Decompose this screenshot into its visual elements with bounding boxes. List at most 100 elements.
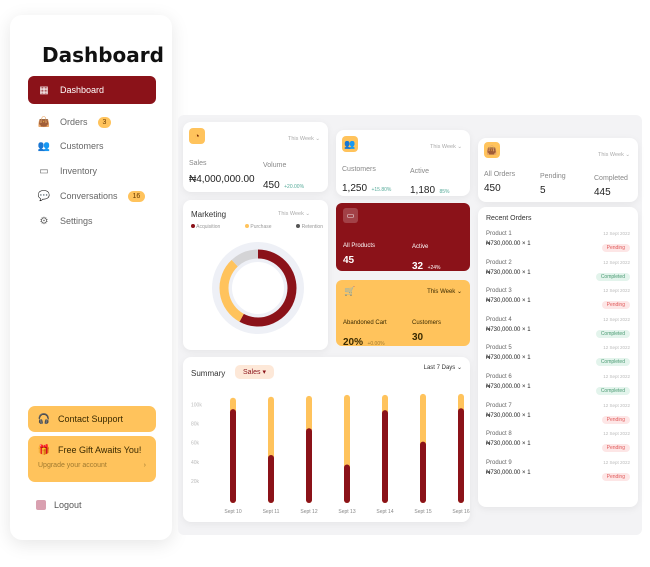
period-select[interactable]: This Week ⌄: [597, 152, 630, 158]
order-row[interactable]: Product 7 ₦730,000.00 × 1 12 Sept 2022 P…: [486, 403, 630, 431]
order-price: ₦730,000.00 × 1: [486, 241, 531, 247]
sidebar-item-conversations[interactable]: 💬 Conversations 16: [28, 182, 156, 210]
order-price: ₦730,000.00 × 1: [486, 269, 531, 276]
order-date: 12 Sept 2022: [603, 231, 630, 236]
y-tick-label: 20k: [191, 479, 200, 485]
range-select[interactable]: Last 7 Days ⌄: [423, 365, 462, 371]
grid-icon: ▦: [39, 84, 49, 96]
sidebar-item-label: Settings: [60, 216, 93, 226]
active-label: Active: [410, 168, 430, 175]
sales-label: Sales: [189, 160, 207, 167]
customers-card: 👥 This Week ⌄ Customers 1,250 +15.80% Ac…: [336, 130, 470, 196]
order-row[interactable]: Product 9 ₦730,000.00 × 1 12 Sept 2022 P…: [486, 460, 630, 488]
active-products-label: Active: [412, 244, 429, 250]
period-select[interactable]: This Week ⌄: [427, 289, 462, 295]
summary-bar-chart: 20k 40k 60k 80k 100k Sept 10 Sept 11 Sept 12 Sep…: [191, 393, 470, 515]
order-date: 12 Sept 2022: [603, 402, 630, 408]
sidebar-item-label: Orders: [60, 117, 88, 127]
recent-orders-title: Recent Orders: [486, 215, 532, 222]
gear-icon: ⚙: [39, 215, 49, 227]
order-row[interactable]: Product 2 ₦730,000.00 × 1 12 Sept 2022 C…: [486, 260, 630, 288]
order-price: ₦730,000.00 × 1: [486, 298, 531, 305]
customers-value: 1,250: [342, 183, 368, 194]
sidebar: Dashboard ▦ Dashboard 👜 Orders 3 👥 Custo…: [10, 15, 172, 540]
y-tick-label: 80k: [191, 422, 200, 428]
order-name: Product 8: [486, 431, 512, 438]
summary-card: Summary Sales ▾ Last 7 Days ⌄ 20k 40k 60k 8…: [183, 357, 470, 522]
folder-icon: ▭: [39, 165, 49, 177]
order-price: ₦730,000.00 × 1: [486, 469, 531, 476]
logout-button[interactable]: Logout: [36, 500, 82, 510]
order-name: Product 7: [486, 402, 512, 409]
legend-item: Retention: [296, 224, 323, 230]
all-orders-value: 450: [484, 183, 501, 194]
pending-value: 5: [540, 185, 546, 196]
order-price: ₦730,000.00 × 1: [486, 441, 531, 448]
sidebar-item-inventory[interactable]: ▭ Inventory: [28, 157, 156, 185]
order-date: 12 Sept 2022: [603, 288, 630, 294]
upgrade-link[interactable]: Upgrade your account: [38, 462, 107, 469]
orders-card: 👜 This Week ⌄ All Orders 450 Pending 5 C…: [478, 138, 638, 202]
abandoned-cart-value: 20%: [343, 337, 364, 348]
x-tick-label: Sept 14: [376, 509, 393, 515]
contact-support-label: Contact Support: [58, 414, 124, 424]
marketing-donut-chart: [212, 242, 304, 334]
order-date: 12 Sept 2022: [603, 259, 630, 265]
legend-item: Purchase: [245, 224, 272, 230]
customers-change: +15.80%: [371, 187, 392, 193]
logout-label: Logout: [54, 500, 82, 510]
gift-icon: 🎁: [37, 444, 51, 456]
status-badge: Completed: [595, 329, 630, 338]
active-value: 1,180: [410, 185, 436, 196]
order-date: 12 Sept 2022: [603, 431, 630, 437]
status-badge: Pending: [601, 244, 630, 252]
x-tick-label: Sept 11: [263, 509, 280, 515]
users-icon: 👥: [342, 136, 358, 152]
sidebar-item-orders[interactable]: 👜 Orders 3: [28, 108, 156, 136]
period-select[interactable]: This Week ⌄: [277, 211, 310, 217]
order-date: 12 Sept 2022: [603, 459, 630, 465]
order-date: 12 Sept 2022: [603, 345, 630, 351]
app-title: Dashboard: [42, 43, 164, 67]
active-products-change: +24%: [427, 265, 441, 271]
order-row[interactable]: Product 3 ₦730,000.00 × 1 12 Sept 2022 P…: [486, 288, 630, 316]
folder-icon: ▭: [343, 208, 358, 223]
status-badge: Pending: [601, 444, 630, 453]
order-price: ₦730,000.00 × 1: [486, 412, 531, 419]
all-products-label: All Products: [343, 243, 376, 249]
cart-icon: 🛒: [344, 286, 356, 296]
order-name: Product 1: [486, 231, 512, 237]
abandoned-cart-card: 🛒 This Week ⌄ Abandoned Cart 20% +0.00% …: [336, 280, 470, 348]
gift-title: Free Gift Awaits You!: [58, 445, 142, 455]
order-name: Product 2: [486, 259, 512, 266]
products-card: ▭ All Products 45 Active 32 +24%: [336, 203, 470, 272]
metric-select[interactable]: Sales ▾: [235, 365, 274, 379]
count-badge: 16: [127, 190, 146, 202]
upgrade-card[interactable]: 🎁 Free Gift Awaits You! Upgrade your acco…: [28, 436, 156, 482]
volume-value: 450: [263, 180, 280, 191]
order-row[interactable]: Product 6 ₦730,000.00 × 1 12 Sept 2022 C…: [486, 374, 630, 402]
sidebar-item-dashboard[interactable]: ▦ Dashboard: [28, 76, 156, 104]
sidebar-item-customers[interactable]: 👥 Customers: [28, 132, 156, 160]
status-badge: Completed: [595, 358, 630, 367]
order-row[interactable]: Product 1 ₦730,000.00 × 1 12 Sept 2022 P…: [486, 231, 630, 259]
y-tick-label: 60k: [191, 441, 200, 447]
sidebar-item-settings[interactable]: ⚙ Settings: [28, 207, 156, 235]
donut-slice-acquisition: [239, 249, 297, 327]
period-select[interactable]: This Week ⌄: [429, 144, 462, 150]
pending-label: Pending: [540, 173, 566, 180]
abandoned-cart-change: +0.00%: [367, 341, 385, 347]
order-row[interactable]: Product 8 ₦730,000.00 × 1 12 Sept 2022 P…: [486, 431, 630, 459]
x-tick-label: Sept 13: [338, 509, 355, 515]
y-tick-label: 40k: [191, 460, 200, 466]
period-select[interactable]: This Week ⌄: [287, 136, 320, 142]
volume-change: +20.00%: [284, 184, 305, 190]
status-badge: Completed: [595, 272, 630, 281]
order-row[interactable]: Product 5 ₦730,000.00 × 1 12 Sept 2022 C…: [486, 345, 630, 373]
logout-icon: [36, 500, 46, 510]
customers-label: Customers: [342, 166, 376, 173]
order-row[interactable]: Product 4 ₦730,000.00 × 1 12 Sept 2022 C…: [486, 317, 630, 345]
bag-icon: 👜: [484, 142, 500, 158]
order-name: Product 4: [486, 316, 512, 323]
contact-support-button[interactable]: 🎧 Contact Support: [28, 406, 156, 432]
